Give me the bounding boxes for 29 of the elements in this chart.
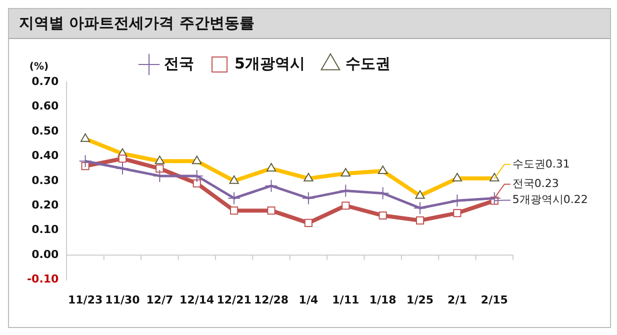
x-tick-label: 2/1 <box>448 293 467 306</box>
x-tick-label: 1/25 <box>406 293 434 306</box>
x-tick-label: 12/21 <box>216 293 252 306</box>
y-tick-label: 0.10 <box>32 223 60 236</box>
annotation: 수도권0.31 <box>512 157 570 170</box>
x-tick-label: 11/23 <box>68 293 103 306</box>
y-tick-label: 0.70 <box>32 74 60 88</box>
y-tick-label: 0.00 <box>32 248 60 261</box>
x-tick-label: 12/7 <box>146 293 174 306</box>
y-tick-label: 0.30 <box>32 174 60 187</box>
legend-label: 5개광역시 <box>234 54 305 72</box>
x-tick-label: 12/28 <box>254 293 289 306</box>
y-tick-label: -0.10 <box>26 272 60 286</box>
legend-label: 전국 <box>164 54 194 72</box>
annotation: 전국0.23 <box>512 177 559 190</box>
x-tick-label: 2/15 <box>480 293 508 306</box>
x-tick-label: 1/4 <box>298 293 318 306</box>
x-tick-label: 1/11 <box>332 293 360 306</box>
y-tick-label: 0.40 <box>32 149 60 162</box>
y-tick-label: 0.60 <box>32 100 60 113</box>
chart-title: 지역별 아파트전세가격 주간변동률 <box>9 9 610 39</box>
x-tick-label: 11/30 <box>105 293 140 306</box>
y-tick-label: 0.50 <box>32 124 60 138</box>
x-tick-label: 1/18 <box>369 293 396 306</box>
x-tick-label: 12/14 <box>180 293 215 306</box>
y-tick-label: 0.20 <box>32 198 60 212</box>
y-axis-title: (%) <box>29 62 49 73</box>
legend-label: 수도권 <box>345 54 390 72</box>
annotation: 5개광역시0.22 <box>512 193 588 206</box>
